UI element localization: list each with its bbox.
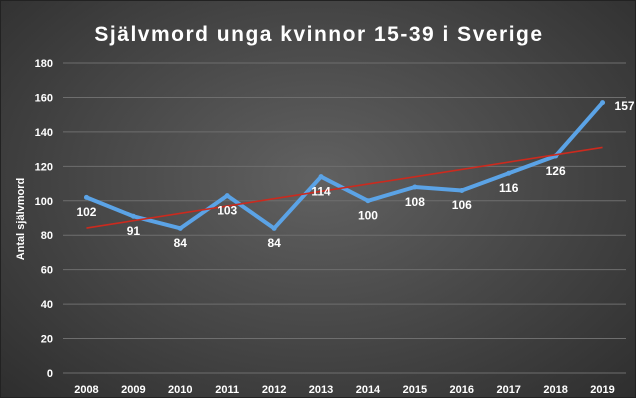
x-axis-ticks: 2008 2009 2010 2011 2012 2013 2014 2015 2016 2017… [74,384,615,396]
gridlines [63,62,626,374]
data-label: 103 [217,203,237,217]
y-tick-label: 20 [41,334,53,346]
y-tick-label: 120 [35,161,53,173]
data-label: 91 [127,224,141,238]
y-tick-label: 140 [35,127,53,139]
y-tick-label: 0 [47,368,53,380]
trendline-layer [86,146,603,229]
x-tick-label: 2017 [496,384,520,396]
x-tick-label: 2012 [262,384,286,396]
y-tick-label: 60 [41,265,53,277]
data-label: 114 [311,184,331,198]
data-point [130,213,136,219]
data-point [177,225,183,231]
y-tick-label: 40 [41,299,53,311]
data-labels: 102 91 84 103 84 114 100 108 106 116 126 157 [76,99,634,250]
data-point [412,184,418,190]
trendline [86,146,603,229]
data-label: 102 [76,205,96,219]
data-point [224,193,230,199]
data-label: 108 [405,195,425,209]
x-tick-label: 2015 [403,384,427,396]
x-tick-label: 2011 [215,384,239,396]
x-tick-label: 2019 [590,384,614,396]
data-label: 84 [174,236,188,250]
data-label: 116 [499,181,519,195]
data-point [83,194,89,200]
data-point [365,198,371,204]
data-label: 84 [267,236,281,250]
x-tick-label: 2009 [121,384,145,396]
x-tick-label: 2013 [309,384,333,396]
y-tick-label: 80 [41,230,53,242]
data-point [271,225,277,231]
data-point [318,174,324,180]
data-point [600,100,606,106]
data-label: 126 [546,164,566,178]
x-tick-label: 2016 [450,384,474,396]
x-tick-label: 2014 [356,384,381,396]
series-line [84,100,605,231]
data-label: 100 [358,209,378,223]
y-tick-label: 180 [35,58,53,70]
data-point [506,170,512,176]
series [83,100,606,231]
y-axis-ticks: 0 20 40 60 80 100 120 140 160 180 [35,58,53,380]
x-tick-label: 2008 [74,384,98,396]
data-label: 157 [615,99,635,113]
data-point [459,187,465,193]
x-tick-label: 2018 [543,384,567,396]
y-axis-label: Antal självmord [15,178,27,261]
y-tick-label: 100 [35,196,53,208]
x-tick-label: 2010 [168,384,192,396]
data-label: 106 [452,198,472,212]
y-tick-label: 160 [35,92,53,104]
chart-title: Självmord unga kvinnor 15-39 i Sverige [94,23,543,46]
